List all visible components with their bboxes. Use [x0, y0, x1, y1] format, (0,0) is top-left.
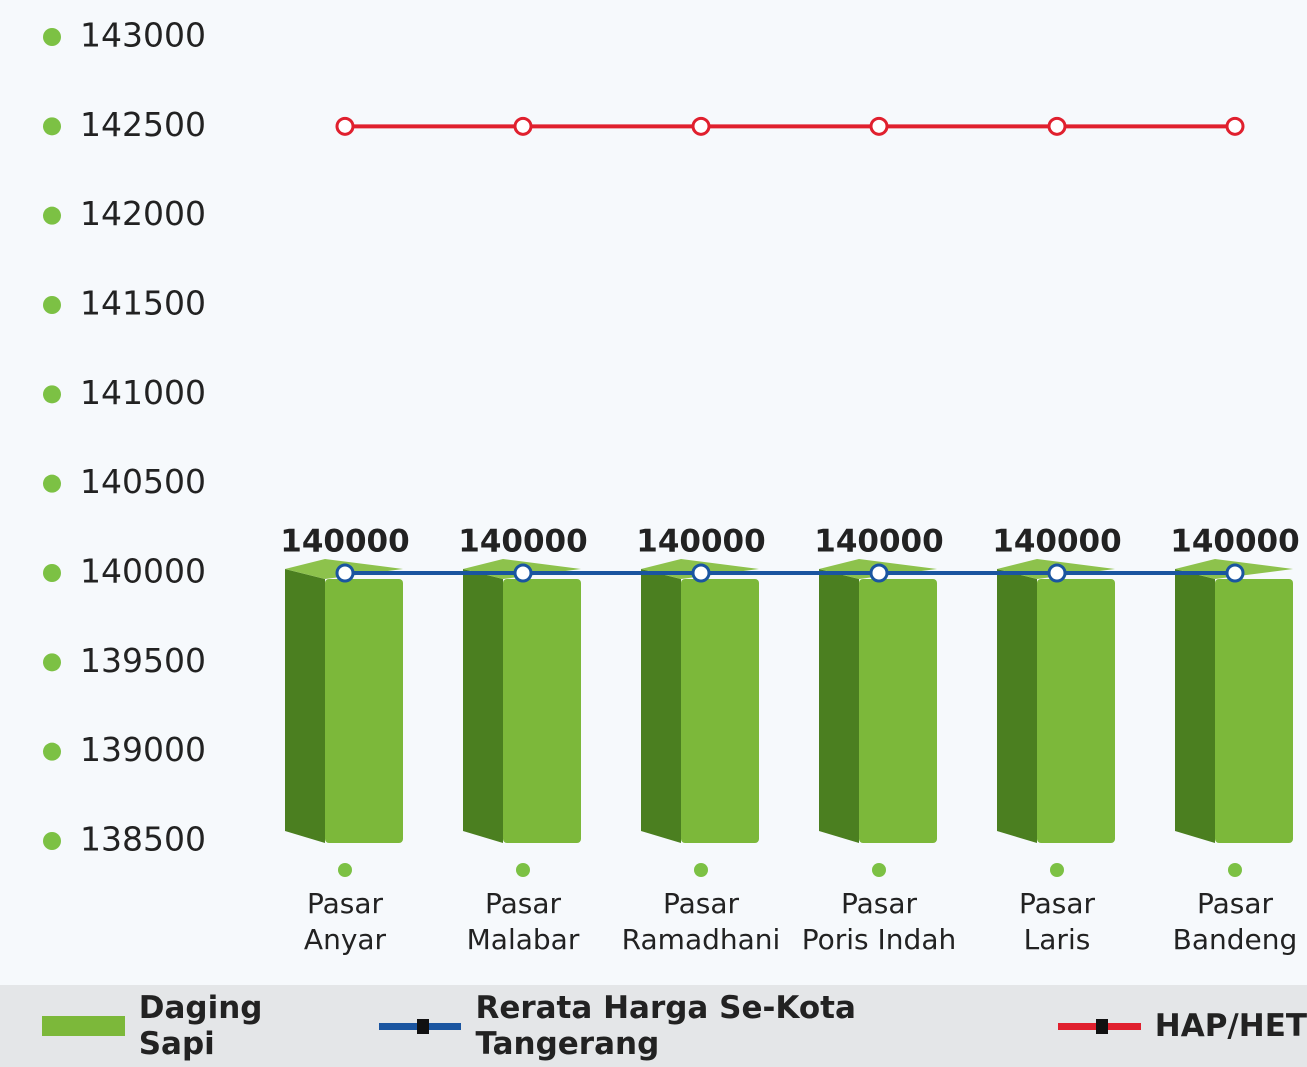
chart: 138500 139000 139500 140000 140500 141000 1415… — [43, 16, 1300, 877]
data-label: 140000 — [992, 524, 1121, 560]
bar-side — [819, 569, 859, 843]
bar — [1215, 579, 1293, 843]
bar-side — [641, 569, 681, 843]
x-tick-label: Pasar Laris — [1018, 887, 1096, 956]
legend-swatch — [1058, 1018, 1141, 1034]
y-tick-dot — [43, 117, 61, 136]
line-marker — [335, 563, 355, 583]
data-label: 140000 — [280, 524, 409, 560]
data-label: 140000 — [458, 524, 587, 560]
x-tick-label: Pasar Anyar — [303, 887, 387, 956]
y-tick-label: 139500 — [80, 641, 206, 680]
y-tick-dot — [43, 28, 61, 46]
bar — [1037, 579, 1115, 843]
line-marker — [869, 563, 889, 583]
data-label: 140000 — [1170, 524, 1299, 560]
y-tick-label: 142500 — [80, 105, 206, 144]
bar — [681, 579, 759, 843]
x-tick-dot — [1050, 863, 1064, 877]
y-tick-dot — [43, 296, 61, 314]
x-tick-dot — [338, 863, 352, 877]
y-tick-dot — [43, 564, 61, 582]
x-tick-dot — [694, 863, 708, 877]
bar-side — [1175, 569, 1215, 843]
legend-marker — [416, 1018, 429, 1034]
legend-swatch — [378, 1018, 462, 1034]
line-marker — [1225, 563, 1245, 583]
legend-swatch — [42, 1016, 125, 1036]
y-tick-dot — [43, 385, 61, 404]
y-tick-dot — [43, 206, 61, 225]
line-marker — [513, 116, 533, 136]
x-tick-label: Pasar Malabar — [466, 887, 580, 956]
legend-marker — [1096, 1018, 1109, 1034]
line-marker — [869, 116, 889, 136]
bar — [325, 579, 403, 843]
bar-side — [285, 569, 325, 843]
legend: Daging Sapi Rerata Harga Se-Kota Tangera… — [0, 985, 1307, 1067]
legend-label: Daging Sapi — [138, 990, 263, 1062]
x-tick-dot — [872, 863, 886, 877]
data-label: 140000 — [814, 524, 943, 560]
y-tick-label: 141000 — [80, 373, 206, 412]
x-tick-label: Pasar Ramadhani — [621, 887, 781, 956]
x-tick-label: Pasar Poris Indah — [801, 887, 957, 956]
line-marker — [1047, 116, 1067, 136]
line-marker — [513, 563, 533, 583]
bar-side — [463, 569, 503, 843]
line-marker — [1047, 563, 1067, 583]
line-marker — [691, 116, 711, 136]
x-tick-dot — [1228, 863, 1242, 877]
y-tick-label: 140000 — [80, 552, 206, 591]
y-tick-dot — [43, 474, 61, 493]
y-tick-label: 142000 — [80, 194, 206, 233]
bar — [859, 579, 937, 843]
y-tick-label: 141500 — [80, 284, 206, 323]
y-tick-label: 139000 — [80, 730, 206, 769]
data-label: 140000 — [636, 524, 765, 560]
bar — [503, 579, 581, 843]
y-tick-label: 143000 — [80, 16, 206, 55]
line-marker — [335, 116, 355, 136]
legend-label: HAP/HET — [1154, 1008, 1307, 1044]
x-tick-dot — [516, 863, 530, 877]
y-tick-label: 138500 — [80, 820, 206, 859]
y-tick-dot — [43, 653, 61, 672]
y-tick-label: 140500 — [80, 462, 206, 501]
x-tick-label: Pasar Bandeng — [1172, 887, 1298, 956]
y-tick-dot — [43, 742, 61, 761]
y-tick-dot — [43, 832, 61, 850]
line-marker — [691, 563, 711, 583]
line-marker — [1225, 116, 1245, 136]
bar-side — [997, 569, 1037, 843]
legend-label: Rerata Harga Se-Kota Tangerang — [475, 990, 856, 1062]
